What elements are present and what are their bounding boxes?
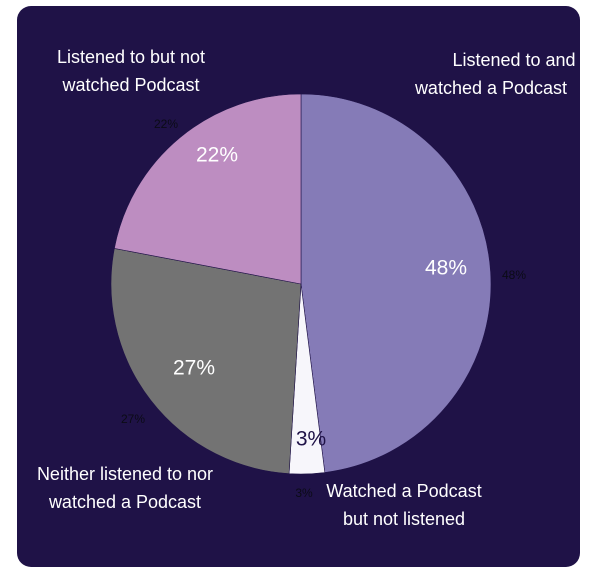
category-label-listened-to-but-not-watched-podcast-line-2: watched Podcast <box>61 75 199 95</box>
slice-outside-percent-listened-to-but-not-watched-podcast: 22% <box>154 117 178 131</box>
category-label-listened-to-and-watched-a-podcast-line-2: watched a Podcast <box>414 78 567 98</box>
pie-slice-listened-to-and-watched-a-podcast <box>300 93 492 473</box>
category-label-listened-to-but-not-watched-podcast-line-1: Listened to but not <box>57 47 205 67</box>
category-label-watched-a-podcast-but-not-listened-line-1: Watched a Podcast <box>326 481 481 501</box>
slice-percent-label-neither-listened-to-nor-watched-a-podcast: 27% <box>173 357 215 380</box>
slice-outside-percent-listened-to-and-watched-a-podcast: 48% <box>502 268 526 282</box>
slice-percent-label-listened-to-and-watched-a-podcast: 48% <box>425 257 467 280</box>
category-label-neither-listened-to-nor-watched-a-podcast-line-1: Neither listened to nor <box>37 464 213 484</box>
slice-outside-percent-neither-listened-to-nor-watched-a-podcast: 27% <box>121 412 145 426</box>
pie-slice-listened-to-but-not-watched-podcast <box>114 93 302 285</box>
slice-percent-label-watched-a-podcast-but-not-listened: 3% <box>296 428 326 451</box>
pie-slice-neither-listened-to-nor-watched-a-podcast <box>110 248 302 474</box>
slice-outside-percent-watched-a-podcast-but-not-listened: 3% <box>295 486 313 500</box>
slice-percent-label-listened-to-but-not-watched-podcast: 22% <box>196 144 238 167</box>
category-label-listened-to-and-watched-a-podcast-line-1: Listened to and <box>452 50 575 70</box>
category-label-neither-listened-to-nor-watched-a-podcast-line-2: watched a Podcast <box>48 492 201 512</box>
category-label-watched-a-podcast-but-not-listened-line-2: but not listened <box>343 509 465 529</box>
